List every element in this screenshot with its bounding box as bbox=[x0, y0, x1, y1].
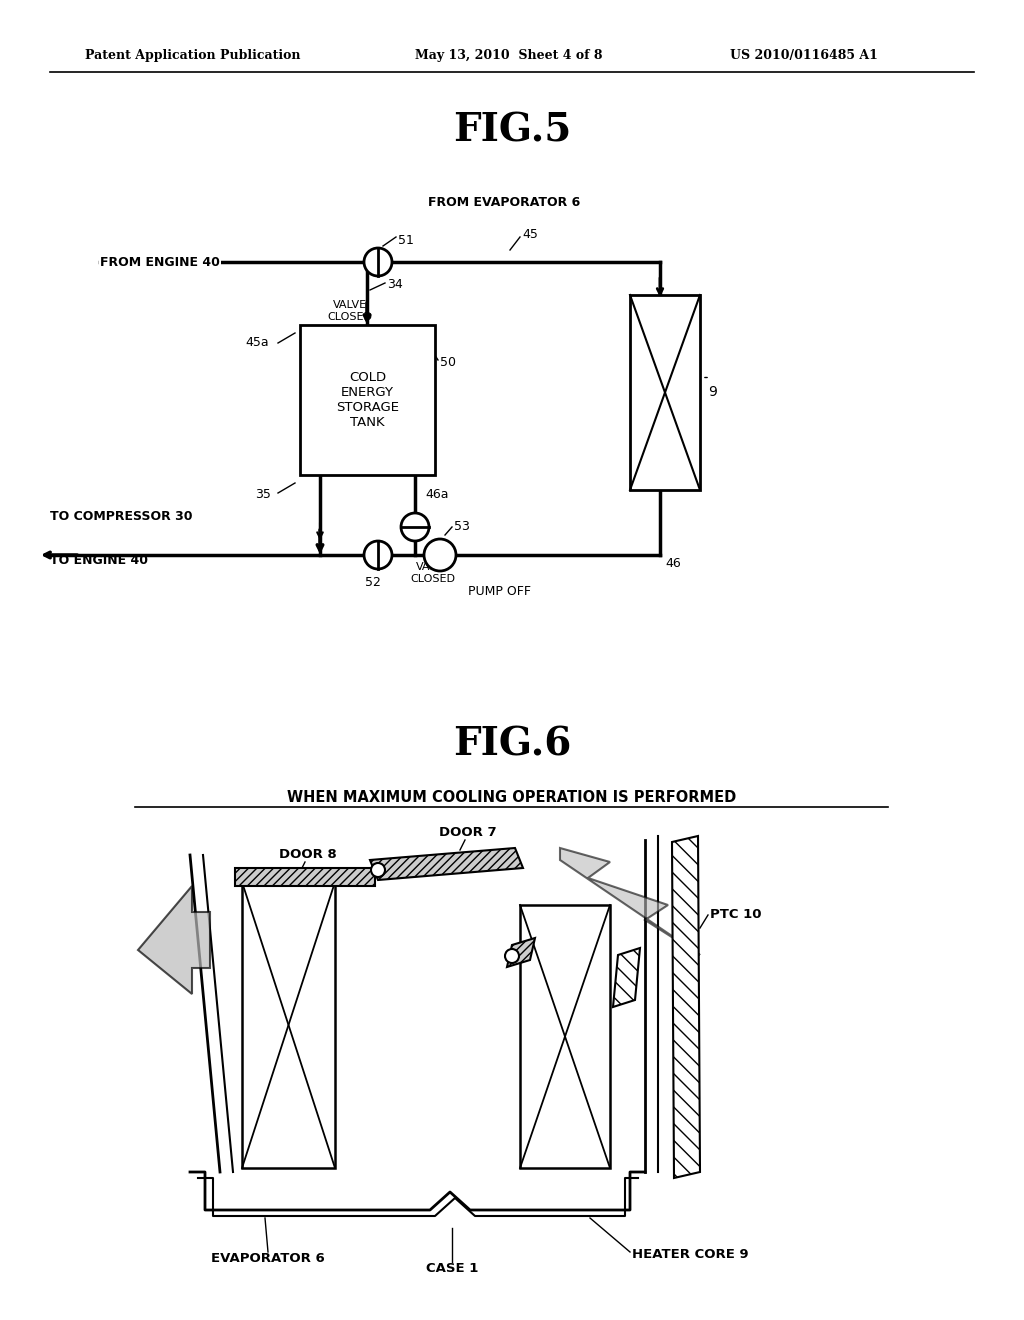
Bar bbox=[300, 325, 435, 475]
Text: 45a: 45a bbox=[245, 337, 268, 350]
Text: HEATER CORE 9: HEATER CORE 9 bbox=[632, 1249, 749, 1262]
Bar bbox=[520, 906, 610, 1168]
Polygon shape bbox=[370, 847, 523, 880]
Text: 34: 34 bbox=[387, 279, 402, 292]
Polygon shape bbox=[507, 939, 535, 968]
Circle shape bbox=[371, 863, 385, 876]
Bar bbox=[630, 294, 700, 490]
Circle shape bbox=[424, 539, 456, 572]
Text: 9: 9 bbox=[708, 385, 717, 400]
Text: FROM ENGINE 40: FROM ENGINE 40 bbox=[100, 256, 220, 268]
Text: 45: 45 bbox=[522, 227, 538, 240]
Text: TO COMPRESSOR 30: TO COMPRESSOR 30 bbox=[50, 511, 193, 524]
Text: US 2010/0116485 A1: US 2010/0116485 A1 bbox=[730, 49, 878, 62]
Text: 53: 53 bbox=[454, 520, 470, 533]
Circle shape bbox=[401, 513, 429, 541]
Text: FIG.6: FIG.6 bbox=[453, 726, 571, 764]
Text: PTC 10: PTC 10 bbox=[710, 908, 762, 921]
Text: 50: 50 bbox=[440, 356, 456, 370]
Text: 46a: 46a bbox=[425, 488, 449, 502]
Circle shape bbox=[364, 541, 392, 569]
Text: 46: 46 bbox=[665, 557, 681, 570]
Text: PUMP OFF: PUMP OFF bbox=[468, 585, 531, 598]
Text: TO ENGINE 40: TO ENGINE 40 bbox=[50, 553, 148, 566]
Text: DOOR 8: DOOR 8 bbox=[280, 849, 337, 862]
Text: COLD
ENERGY
STORAGE
TANK: COLD ENERGY STORAGE TANK bbox=[336, 371, 399, 429]
Text: FIG.5: FIG.5 bbox=[453, 111, 571, 149]
Bar bbox=[242, 882, 335, 1168]
Text: 35: 35 bbox=[255, 488, 271, 502]
Polygon shape bbox=[613, 948, 640, 1007]
Text: May 13, 2010  Sheet 4 of 8: May 13, 2010 Sheet 4 of 8 bbox=[415, 49, 602, 62]
Bar bbox=[234, 869, 375, 886]
Polygon shape bbox=[138, 886, 210, 994]
Text: CASE 1: CASE 1 bbox=[426, 1262, 478, 1275]
Text: 51: 51 bbox=[398, 234, 414, 247]
Text: EVAPORATOR 6: EVAPORATOR 6 bbox=[211, 1251, 325, 1265]
Text: WHEN MAXIMUM COOLING OPERATION IS PERFORMED: WHEN MAXIMUM COOLING OPERATION IS PERFOR… bbox=[288, 791, 736, 805]
Circle shape bbox=[505, 949, 519, 964]
Text: VALVE
CLOSED: VALVE CLOSED bbox=[411, 562, 456, 583]
Text: DOOR 7: DOOR 7 bbox=[439, 826, 497, 840]
Circle shape bbox=[364, 248, 392, 276]
Text: Patent Application Publication: Patent Application Publication bbox=[85, 49, 300, 62]
Text: 52: 52 bbox=[366, 577, 381, 590]
Polygon shape bbox=[672, 836, 700, 1177]
Polygon shape bbox=[560, 847, 700, 954]
Text: VALVE
CLOSED: VALVE CLOSED bbox=[328, 300, 373, 322]
Text: FROM EVAPORATOR 6: FROM EVAPORATOR 6 bbox=[428, 195, 581, 209]
